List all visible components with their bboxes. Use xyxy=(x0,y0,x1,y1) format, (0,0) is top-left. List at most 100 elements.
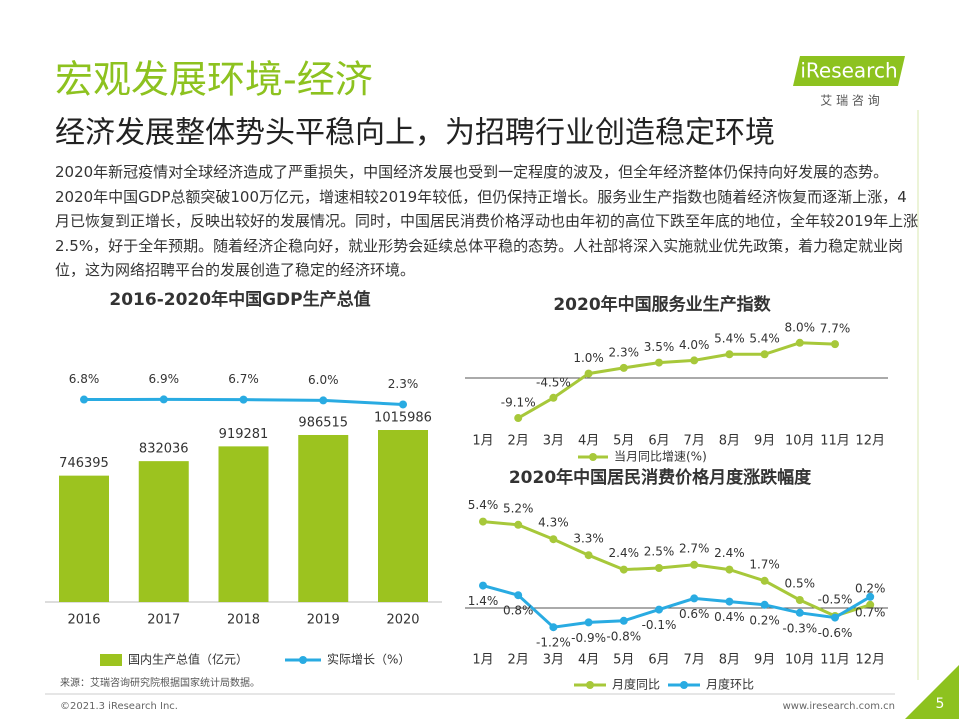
point xyxy=(795,596,804,604)
point xyxy=(655,605,663,614)
value-label: 6.8% xyxy=(69,372,100,386)
point xyxy=(514,414,523,423)
value-label: 1015986 xyxy=(374,411,432,426)
point xyxy=(479,581,487,590)
legend-label: 实际增长（%） xyxy=(327,652,410,667)
point xyxy=(479,517,487,526)
point xyxy=(584,369,593,378)
page-number: 5 xyxy=(936,696,945,712)
legend-marker xyxy=(586,681,594,689)
point xyxy=(690,594,699,603)
value-label: 986515 xyxy=(298,415,348,430)
value-label: 7.7% xyxy=(820,322,851,336)
value-label: 8.0% xyxy=(785,320,816,334)
legend-swatch xyxy=(100,654,122,666)
point xyxy=(619,363,628,372)
x-tick-label: 2017 xyxy=(147,613,180,628)
legend-marker xyxy=(680,681,688,689)
point xyxy=(795,338,804,347)
value-label: 3.3% xyxy=(573,532,604,546)
point xyxy=(655,564,663,572)
point xyxy=(725,350,734,359)
website: www.iresearch.com.cn xyxy=(783,701,895,712)
series-line xyxy=(517,341,836,420)
logo-tagline: 艾 瑞 咨 询 xyxy=(820,93,879,108)
point xyxy=(80,395,88,404)
x-tick-label: 10月 xyxy=(785,434,815,449)
x-tick-label: 10月 xyxy=(785,653,815,668)
x-tick-label: 2016 xyxy=(67,613,100,628)
value-label: 0.2% xyxy=(749,613,780,627)
series-line xyxy=(482,520,871,618)
point xyxy=(399,400,407,409)
value-label: 746395 xyxy=(59,456,109,471)
x-tick-label: 12月 xyxy=(855,434,885,449)
point xyxy=(319,396,328,405)
x-tick-label: 1月 xyxy=(472,434,493,449)
value-label: 4.0% xyxy=(679,338,710,352)
value-label: 0.6% xyxy=(679,607,710,621)
x-tick-label: 12月 xyxy=(855,653,885,668)
x-tick-label: 8月 xyxy=(719,434,740,449)
x-tick-label: 8月 xyxy=(719,653,740,668)
x-tick-label: 5月 xyxy=(613,653,634,668)
logo-box xyxy=(793,56,905,86)
point xyxy=(619,565,628,574)
x-tick-label: 1月 xyxy=(472,653,493,668)
point xyxy=(795,608,804,617)
page-title: 宏观发展环境-经济 xyxy=(55,58,373,102)
value-label: 6.9% xyxy=(149,372,180,386)
series-line xyxy=(482,584,871,629)
x-tick-label: 2020 xyxy=(386,613,419,628)
chart-title: 2020年中国居民消费价格月度涨跌幅度 xyxy=(509,467,812,488)
point xyxy=(760,350,769,359)
point xyxy=(866,600,875,609)
source-note: 来源：艾瑞咨询研究院根据国家统计局数据。 xyxy=(60,676,260,689)
page-corner xyxy=(905,665,959,719)
bar xyxy=(218,446,269,602)
point xyxy=(514,520,523,529)
value-label: -0.1% xyxy=(642,618,677,632)
point xyxy=(549,393,558,402)
point xyxy=(549,623,558,632)
value-label: 5.4% xyxy=(749,332,780,346)
value-label: 6.0% xyxy=(308,373,339,387)
point xyxy=(866,592,875,601)
value-label: -0.5% xyxy=(818,593,853,607)
bar xyxy=(138,461,189,602)
value-label: 6.7% xyxy=(228,372,259,386)
legend-marker xyxy=(589,453,597,461)
page-subtitle: 经济发展整体势头平稳向上，为招聘行业创造稳定环境 xyxy=(55,116,775,151)
bar xyxy=(298,434,349,602)
value-label: 0.5% xyxy=(785,577,816,591)
value-label: 1.0% xyxy=(573,351,604,365)
point xyxy=(831,613,839,622)
value-label: -0.9% xyxy=(571,631,606,645)
body-paragraph: 2020年新冠疫情对全球经济造成了严重损失，中国经济发展也受到一定程度的波及，但… xyxy=(55,163,919,279)
x-tick-label: 2月 xyxy=(508,653,529,668)
value-label: 3.5% xyxy=(644,340,675,354)
legend-marker xyxy=(299,656,307,664)
point xyxy=(159,395,168,404)
x-tick-label: 7月 xyxy=(684,434,705,449)
point xyxy=(239,395,248,404)
value-label: 832036 xyxy=(139,442,189,457)
chart-title: 2016-2020年中国GDP生产总值 xyxy=(109,289,370,310)
value-label: 4.3% xyxy=(538,516,569,530)
logo-name: iResearch xyxy=(800,59,897,83)
point xyxy=(584,551,593,560)
value-label: -0.6% xyxy=(818,626,853,640)
legend-label: 国内生产总值（亿元） xyxy=(128,652,248,667)
point xyxy=(690,356,699,365)
point xyxy=(549,535,558,544)
point xyxy=(514,591,523,600)
x-tick-label: 9月 xyxy=(754,653,775,668)
value-label: 0.2% xyxy=(855,581,886,595)
value-label: 0.8% xyxy=(503,604,534,618)
value-label: 0.4% xyxy=(714,610,745,624)
point xyxy=(760,600,769,609)
legend-label: 月度环比 xyxy=(706,677,754,692)
chart-title: 2020年中国服务业生产指数 xyxy=(553,294,771,315)
bar xyxy=(59,475,109,602)
